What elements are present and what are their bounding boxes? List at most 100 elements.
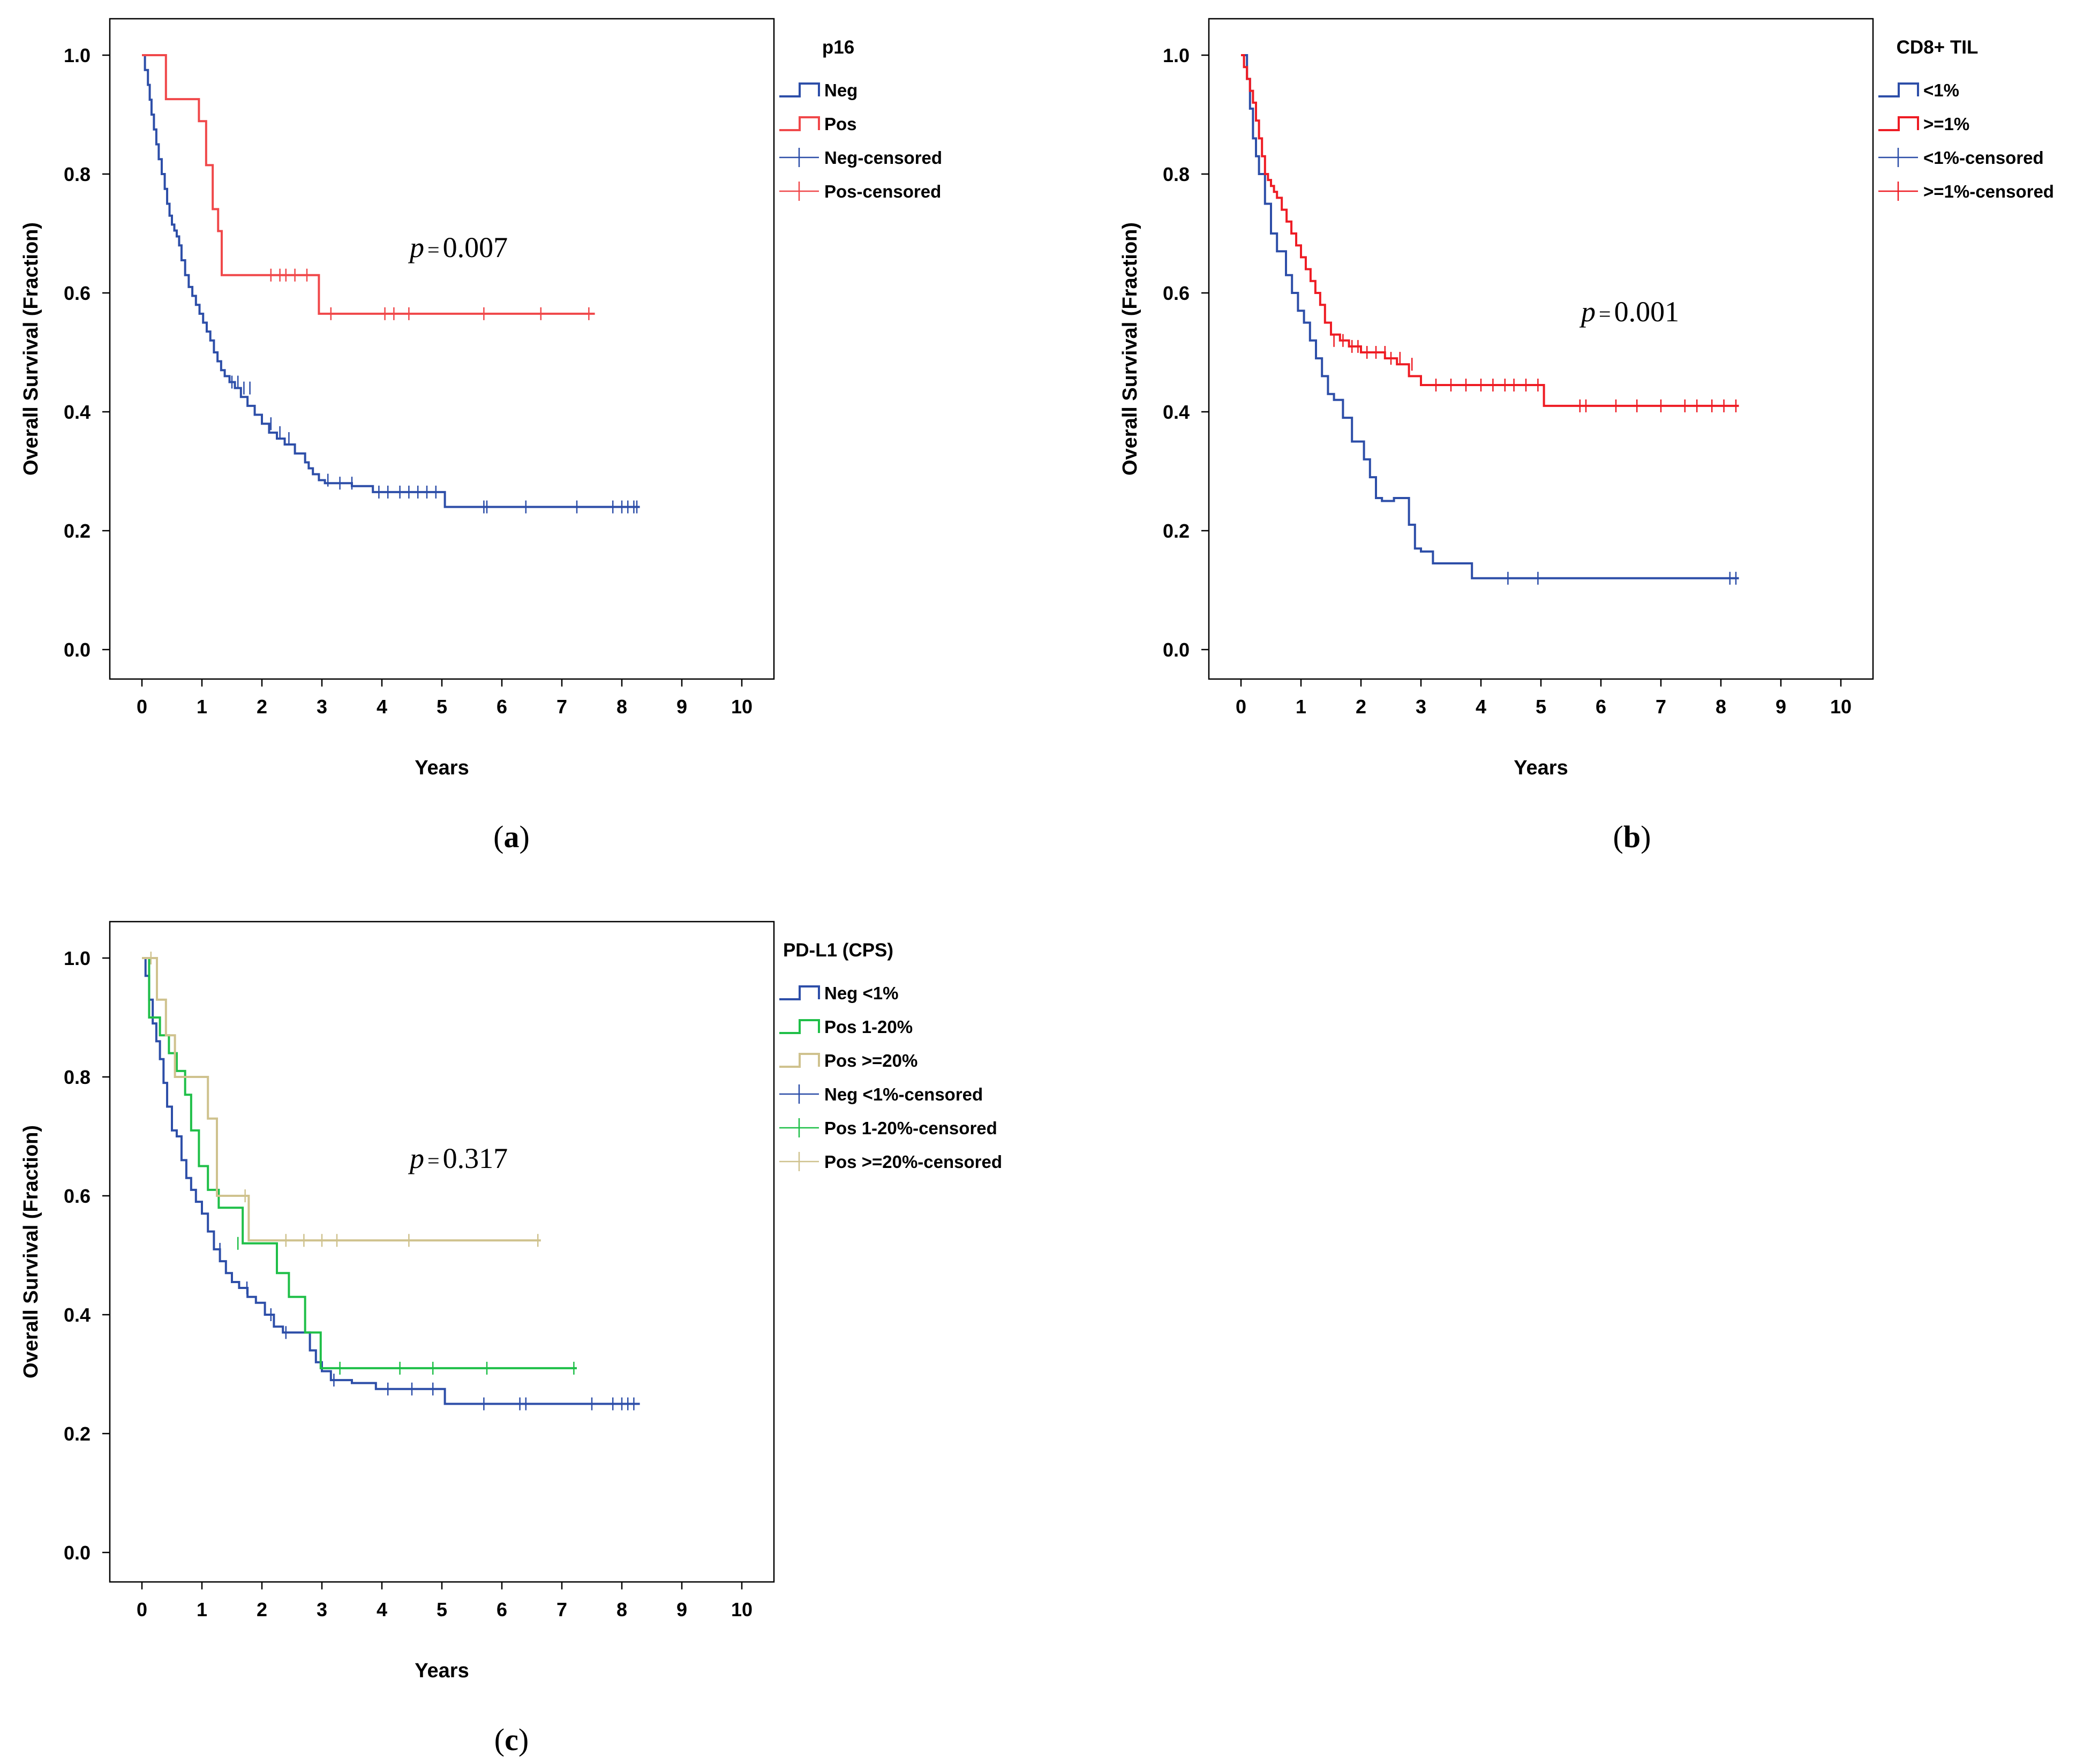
legend-line-swatch <box>779 82 820 97</box>
x-tick-label: 4 <box>377 696 387 718</box>
y-tick-label: 0.6 <box>64 1185 91 1207</box>
legend: Neg Pos Neg-censored Pos-censored <box>779 80 942 201</box>
legend-title: PD-L1 (CPS) <box>783 940 893 961</box>
series-0 <box>142 54 640 514</box>
legend-entry-label: <1% <box>1923 80 1959 100</box>
panel-c: 0.0 0.2 0.4 0.6 0.8 1.0 0 1 2 3 4 5 6 7 8 9 10 Years Overa… <box>20 921 1002 1757</box>
legend-line-swatch <box>779 985 820 1000</box>
legend-entry-label: <1%-censored <box>1923 148 2044 168</box>
x-tick-label: 8 <box>616 696 627 718</box>
legend-entry-label: Pos <box>824 114 857 134</box>
x-tick-label: 6 <box>497 696 507 718</box>
y-tick-label: 0.6 <box>1163 282 1190 304</box>
panel-caption: (a) <box>493 819 530 854</box>
legend-entry-label: Neg <1%-censored <box>824 1084 983 1104</box>
y-tick-label: 0.4 <box>64 401 91 423</box>
x-tick-label: 1 <box>1296 696 1306 718</box>
x-tick-label: 4 <box>1476 696 1486 718</box>
x-tick-label: 0 <box>137 1599 147 1620</box>
x-tick-label: 0 <box>1236 696 1246 718</box>
legend-entry-label: >=1% <box>1923 114 1969 134</box>
x-tick-label: 3 <box>317 696 327 718</box>
y-tick-label: 0.2 <box>64 520 91 542</box>
y-axis-title: Overall Survival (Fraction) <box>20 222 42 476</box>
y-tick-label: 1.0 <box>64 44 91 66</box>
x-tick-label: 7 <box>1656 696 1666 718</box>
legend-entry-label: Neg <box>824 80 858 100</box>
x-tick-label: 0 <box>137 696 147 718</box>
x-tick-label: 10 <box>731 696 753 718</box>
x-tick-label: 4 <box>377 1599 387 1620</box>
x-tick-label: 10 <box>1830 696 1852 718</box>
series-0 <box>142 957 640 1411</box>
x-tick-label: 5 <box>437 696 447 718</box>
series-1 <box>142 54 595 320</box>
survival-curve <box>1241 54 1739 579</box>
x-tick-label: 3 <box>317 1599 327 1620</box>
y-tick-label: 0.4 <box>64 1304 91 1326</box>
x-tick-label: 7 <box>556 696 567 718</box>
p-value-annotation: p = 0.001 <box>1579 296 1679 328</box>
x-axis-title: Years <box>415 757 469 779</box>
y-tick-label: 0.0 <box>1163 639 1190 661</box>
x-tick-label: 9 <box>1776 696 1786 718</box>
y-axis-title: Overall Survival (Fraction) <box>20 1125 42 1378</box>
legend-title: p16 <box>822 37 854 58</box>
y-tick-label: 0.2 <box>64 1423 91 1445</box>
legend-entry-label: Pos 1-20% <box>824 1017 913 1037</box>
p-value-annotation: p = 0.007 <box>408 231 508 263</box>
y-tick-label: 0.8 <box>64 1066 91 1088</box>
x-tick-label: 7 <box>556 1599 567 1620</box>
legend-line-swatch <box>1878 82 1919 97</box>
y-tick-label: 0.8 <box>64 163 91 185</box>
legend-line-swatch <box>1878 116 1919 131</box>
legend: <1% >=1% <1%-censored >=1%-censored <box>1878 80 2054 201</box>
legend-entry-label: Pos 1-20%-censored <box>824 1118 997 1138</box>
legend-entry-label: Pos >=20%-censored <box>824 1152 1002 1172</box>
x-axis-title: Years <box>1514 757 1568 779</box>
legend-line-swatch <box>779 116 820 131</box>
x-tick-label: 1 <box>197 1599 207 1620</box>
survival-curve <box>142 54 640 508</box>
survival-curve <box>142 957 541 1242</box>
series-2 <box>142 952 541 1247</box>
x-tick-label: 8 <box>1716 696 1726 718</box>
x-tick-label: 9 <box>676 1599 687 1620</box>
y-tick-label: 1.0 <box>1163 44 1190 66</box>
y-tick-label: 0.2 <box>1163 520 1190 542</box>
legend-title: CD8+ TIL <box>1897 37 1979 58</box>
panel-caption: (b) <box>1613 819 1651 854</box>
x-tick-label: 6 <box>1596 696 1606 718</box>
legend-line-swatch <box>779 1053 820 1068</box>
y-tick-label: 0.0 <box>64 1542 91 1564</box>
legend-entry-label: >=1%-censored <box>1923 182 2054 201</box>
x-tick-label: 10 <box>731 1599 753 1620</box>
legend-entry-label: Neg <1% <box>824 983 898 1003</box>
panel-a: 0.0 0.2 0.4 0.6 0.8 1.0 0 1 2 3 4 5 6 7 8 9 10 Years Overa… <box>20 18 942 854</box>
legend-entry-label: Pos-censored <box>824 182 941 201</box>
p-value-annotation: p = 0.317 <box>408 1142 508 1174</box>
series-0 <box>1241 54 1739 585</box>
legend: Neg <1% Pos 1-20% Pos >=20% Neg <1%-censore… <box>779 983 1002 1172</box>
x-tick-label: 1 <box>197 696 207 718</box>
panel-b: 0.0 0.2 0.4 0.6 0.8 1.0 0 1 2 3 4 5 6 7 8 9 10 Years Overa… <box>1119 18 2054 854</box>
legend-entry-label: Neg-censored <box>824 148 942 168</box>
y-axis-title: Overall Survival (Fraction) <box>1119 222 1141 476</box>
x-tick-label: 5 <box>1536 696 1546 718</box>
legend-entry-label: Pos >=20% <box>824 1051 917 1071</box>
y-tick-label: 0.6 <box>64 282 91 304</box>
legend-line-swatch <box>779 1019 820 1034</box>
x-tick-label: 6 <box>497 1599 507 1620</box>
x-tick-label: 2 <box>257 696 267 718</box>
y-tick-label: 0.4 <box>1163 401 1190 423</box>
x-tick-label: 8 <box>616 1599 627 1620</box>
y-tick-label: 0.0 <box>64 639 91 661</box>
panel-caption: (c) <box>494 1722 529 1757</box>
x-tick-label: 5 <box>437 1599 447 1620</box>
y-tick-label: 1.0 <box>64 947 91 969</box>
x-tick-label: 3 <box>1416 696 1426 718</box>
series-1 <box>1241 54 1739 412</box>
y-tick-label: 0.8 <box>1163 163 1190 185</box>
x-tick-label: 2 <box>1356 696 1366 718</box>
